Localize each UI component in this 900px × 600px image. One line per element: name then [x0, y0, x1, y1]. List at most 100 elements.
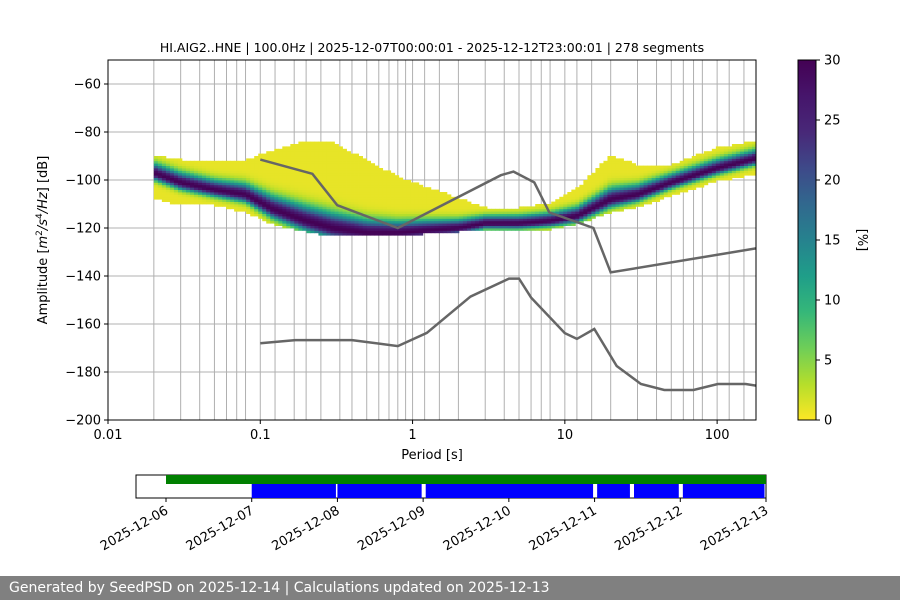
heatmap-cell	[358, 218, 363, 222]
heatmap-cell	[298, 189, 303, 193]
heatmap-cell	[699, 160, 705, 164]
heatmap-cell	[378, 211, 384, 214]
heatmap-cell	[326, 148, 331, 152]
heatmap-cell	[691, 172, 697, 176]
heatmap-cell	[177, 199, 183, 202]
heatmap-cell	[487, 220, 492, 224]
heatmap-cell	[747, 153, 753, 157]
heatmap-cell	[543, 211, 548, 214]
heatmap-cell	[282, 184, 287, 188]
heatmap-cell	[326, 168, 331, 171]
heatmap-cell	[334, 211, 339, 214]
heatmap-cell	[306, 163, 311, 166]
heatmap-cell	[635, 192, 640, 195]
heatmap-cell	[394, 180, 400, 183]
heatmap-cell	[350, 168, 355, 171]
heatmap-cell	[282, 225, 287, 229]
heatmap-cell	[418, 194, 424, 198]
heatmap-cell	[731, 151, 737, 154]
heatmap-cell	[434, 223, 440, 226]
heatmap-cell	[374, 223, 380, 226]
heatmap-cell	[430, 230, 436, 234]
heatmap-cell	[202, 160, 207, 164]
heatmap-cell	[623, 170, 628, 174]
heatmap-cell	[603, 180, 608, 183]
heatmap-cell	[326, 225, 331, 229]
heatmap-cell	[418, 192, 424, 195]
heatmap-cell	[394, 189, 400, 193]
heatmap-cell	[306, 225, 311, 229]
heatmap-cell	[318, 151, 323, 154]
heatmap-cell	[330, 148, 335, 152]
heatmap-cell	[298, 151, 303, 154]
heatmap-cell	[647, 170, 653, 174]
heatmap-cell	[579, 204, 584, 207]
heatmap-cell	[495, 220, 500, 224]
heatmap-cell	[358, 170, 363, 174]
heatmap-cell	[270, 165, 275, 169]
heatmap-cell	[306, 177, 311, 181]
heatmap-cell	[418, 230, 424, 234]
heatmap-cell	[246, 165, 251, 169]
heatmap-cell	[258, 196, 263, 200]
heatmap-cell	[402, 180, 408, 183]
heatmap-cell	[587, 187, 592, 190]
heatmap-cell	[250, 170, 255, 174]
heatmap-cell	[366, 184, 372, 188]
heatmap-cell	[719, 156, 725, 159]
heatmap-cell	[631, 206, 636, 210]
heatmap-cell	[294, 208, 299, 212]
heatmap-cell	[342, 187, 347, 190]
heatmap-cell	[270, 151, 275, 154]
heatmap-cell	[426, 213, 432, 217]
heatmap-cell	[667, 168, 673, 171]
heatmap-cell	[342, 163, 347, 166]
heatmap-cell	[623, 163, 628, 166]
heatmap-cell	[366, 160, 372, 164]
heatmap-cell	[222, 160, 227, 164]
heatmap-cell	[450, 216, 456, 219]
heatmap-cell	[555, 220, 560, 224]
heatmap-cell	[270, 194, 275, 198]
heatmap-cell	[330, 232, 335, 236]
heatmap-cell	[366, 163, 372, 166]
heatmap-cell	[322, 216, 327, 219]
heatmap-cell	[306, 168, 311, 171]
heatmap-cell	[226, 172, 231, 176]
heatmap-cell	[282, 151, 287, 154]
heatmap-cell	[386, 196, 392, 200]
heatmap-cell	[354, 228, 359, 231]
heatmap-cell	[197, 187, 203, 190]
heatmap-cell	[727, 151, 733, 154]
heatmap-cell	[418, 201, 424, 205]
heatmap-cell	[326, 172, 331, 176]
heatmap-cell	[555, 208, 560, 212]
heatmap-cell	[161, 175, 167, 178]
heatmap-cell	[266, 184, 271, 188]
heatmap-cell	[169, 177, 175, 181]
heatmap-cell	[374, 208, 380, 212]
heatmap-cell	[579, 189, 584, 193]
heatmap-cell	[434, 225, 440, 229]
heatmap-cell	[322, 165, 327, 169]
heatmap-cell	[479, 216, 484, 219]
heatmap-cell	[286, 194, 291, 198]
heatmap-cell	[611, 189, 616, 193]
heatmap-cell	[350, 218, 355, 222]
heatmap-cell	[374, 213, 380, 217]
heatmap-cell	[294, 182, 299, 186]
heatmap-cell	[165, 192, 171, 195]
heatmap-cell	[458, 206, 464, 210]
heatmap-cell	[615, 180, 620, 183]
heatmap-cell	[222, 196, 227, 200]
heatmap-cell	[627, 204, 632, 207]
heatmap-cell	[286, 196, 291, 200]
heatmap-cell	[262, 165, 267, 169]
heatmap-cell	[214, 196, 219, 200]
heatmap-cell	[322, 228, 327, 231]
heatmap-cell	[250, 180, 255, 183]
heatmap-cell	[402, 211, 408, 214]
heatmap-cell	[667, 180, 673, 183]
heatmap-cell	[330, 182, 335, 186]
heatmap-cell	[173, 187, 179, 190]
